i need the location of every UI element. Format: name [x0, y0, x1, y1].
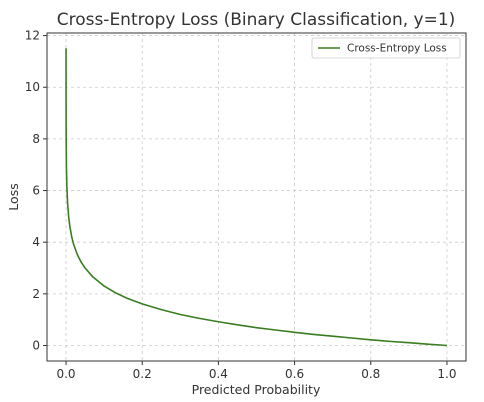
- x-tick-label: 0.6: [285, 367, 304, 381]
- y-tick-label: 12: [25, 29, 40, 43]
- y-tick-label: 0: [32, 339, 40, 353]
- plot-frame: [46, 32, 467, 362]
- x-tick-label: 0.4: [209, 367, 228, 381]
- y-tick-label: 4: [32, 235, 40, 249]
- legend-box: [311, 37, 461, 59]
- series-layer: [65, 48, 448, 347]
- y-tick-label: 6: [32, 184, 40, 198]
- legend: Cross-Entropy Loss: [311, 37, 461, 59]
- legend-label: Cross-Entropy Loss: [347, 43, 447, 55]
- axis-ticks: 0.0 0.2 0.4 0.6 0.8 1.0 0 2 4 6 8 10 12: [25, 29, 457, 381]
- x-axis-label: Predicted Probability: [192, 382, 321, 397]
- y-axis-label: Loss: [6, 183, 21, 210]
- x-tick-label: 1.0: [437, 367, 456, 381]
- y-tick-label: 10: [25, 80, 40, 94]
- grid-lines: [47, 33, 466, 361]
- x-tick-label: 0.8: [361, 367, 380, 381]
- y-tick-label: 8: [32, 132, 40, 146]
- x-tick-label: 0.2: [133, 367, 152, 381]
- y-tick-label: 2: [32, 287, 40, 301]
- chart-title: Cross-Entropy Loss (Binary Classificatio…: [57, 10, 456, 30]
- series-line-0: [65, 48, 448, 347]
- x-tick-label: 0.0: [56, 367, 75, 381]
